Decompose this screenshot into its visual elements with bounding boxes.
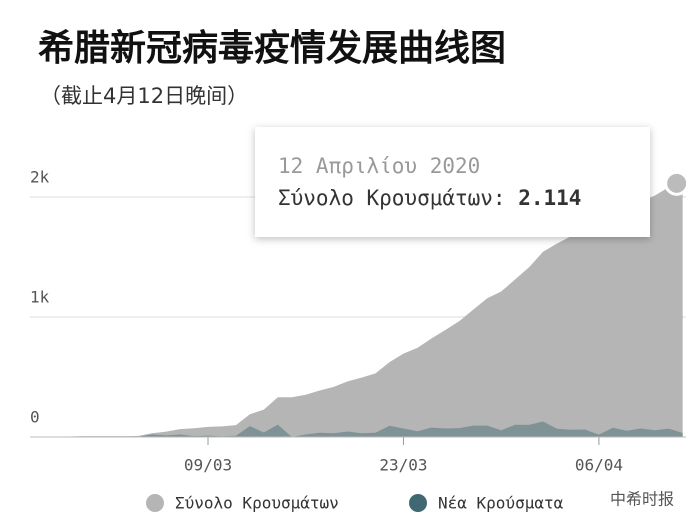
tooltip-title: 12 Απριλίου 2020 — [278, 154, 480, 178]
tooltip-value: 2.114 — [518, 186, 581, 210]
x-tick-label: 09/03 — [184, 456, 232, 475]
legend-label: Νέα Κρούσματα — [438, 494, 564, 513]
tooltip-box — [255, 127, 650, 237]
plot-area: 0 1k 2k 09/03 23/03 06/04 Σύνολο Κρουσμάτων Νέα… — [30, 168, 690, 513]
y-tick-label: 1k — [30, 288, 50, 307]
chart-subtitle: （截止4月12日晚间） — [40, 84, 248, 108]
y-tick-label: 2k — [30, 168, 50, 187]
tooltip-line: Σύνολο Κρουσμάτων: 2.114 — [278, 186, 581, 210]
x-tick-label: 23/03 — [379, 456, 427, 475]
x-tick-label: 06/04 — [575, 456, 623, 475]
legend-label: Σύνολο Κρουσμάτων — [175, 494, 339, 513]
tooltip: 12 Απριλίου 2020 Σύνολο Κρουσμάτων: 2.11… — [255, 127, 650, 237]
area — [40, 421, 683, 437]
area — [40, 183, 683, 437]
legend-swatch — [409, 494, 427, 512]
tooltip-label: Σύνολο Κρουσμάτων: — [278, 186, 506, 210]
legend-swatch — [146, 494, 164, 512]
hover-marker — [664, 170, 690, 196]
chart-title: 希腊新冠病毒疫情发展曲线图 — [38, 28, 506, 69]
y-tick-label: 0 — [30, 408, 40, 427]
watermark: 中希时报 — [610, 490, 674, 509]
